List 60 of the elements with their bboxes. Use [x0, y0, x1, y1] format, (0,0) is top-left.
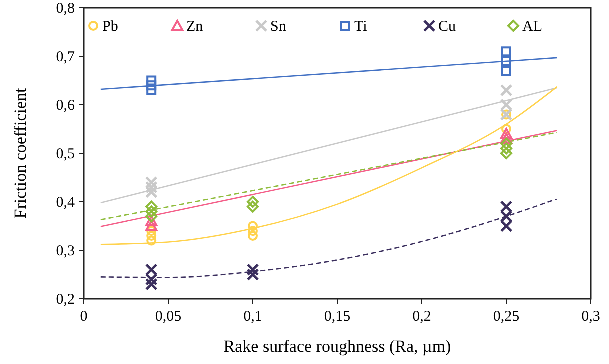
x-tick-label: 0,25: [493, 309, 520, 325]
point: [146, 230, 157, 241]
point: [145, 186, 158, 199]
point: [145, 181, 158, 194]
point: [146, 200, 158, 213]
line-series: [100, 86, 558, 246]
point: [146, 220, 158, 232]
point: [146, 85, 157, 96]
legend-label: Ti: [354, 19, 368, 35]
x-tick-label: 0,15: [324, 309, 351, 325]
x-tick-label: 0,1: [244, 309, 262, 325]
legend-label: Pb: [102, 19, 118, 35]
point: [248, 230, 258, 241]
legend-label: Cu: [438, 19, 457, 35]
point: [146, 76, 157, 86]
x-tick-label: 0,2: [412, 309, 432, 325]
legend-label: Sn: [270, 19, 287, 35]
point: [500, 128, 512, 140]
y-tick-label: 0,4: [56, 195, 76, 211]
point: [146, 206, 158, 218]
point: [246, 268, 260, 281]
point: [146, 215, 158, 226]
point: [502, 66, 512, 76]
point: [145, 264, 158, 276]
point: [500, 138, 512, 150]
point: [146, 236, 157, 246]
point: [500, 220, 513, 232]
y-tick-label: 0,3: [56, 244, 75, 260]
point: [500, 132, 512, 144]
x-tick-label: 0,3: [582, 309, 600, 325]
point: [500, 84, 513, 97]
x-axis-title: Rake surface roughness (Ra, µm): [224, 337, 452, 356]
point: [146, 80, 157, 91]
legend-label: AL: [522, 19, 542, 35]
y-tick-label: 0,2: [56, 292, 75, 308]
point: [248, 226, 258, 236]
y-tick-label: 0,6: [56, 98, 76, 114]
point: [500, 148, 512, 160]
point: [500, 200, 513, 214]
x-tick-label: 0: [80, 309, 88, 325]
point: [248, 221, 258, 232]
point: [145, 176, 158, 189]
y-axis-title: Friction coefficient: [11, 88, 30, 219]
point: [146, 210, 158, 223]
point: [502, 46, 512, 57]
y-tick-label: 0,7: [56, 50, 76, 66]
x-tick-label: 0,05: [155, 309, 182, 325]
point: [246, 264, 260, 276]
point: [502, 56, 512, 66]
point: [247, 200, 259, 213]
point: [247, 196, 259, 208]
point: [500, 142, 512, 155]
point: [145, 273, 158, 286]
y-tick-label: 0,8: [56, 1, 75, 17]
y-tick-label: 0,5: [56, 146, 75, 162]
point: [146, 226, 157, 236]
point: [500, 210, 513, 223]
point: [500, 98, 513, 112]
point: [145, 278, 158, 291]
legend-label: Zn: [186, 19, 204, 35]
